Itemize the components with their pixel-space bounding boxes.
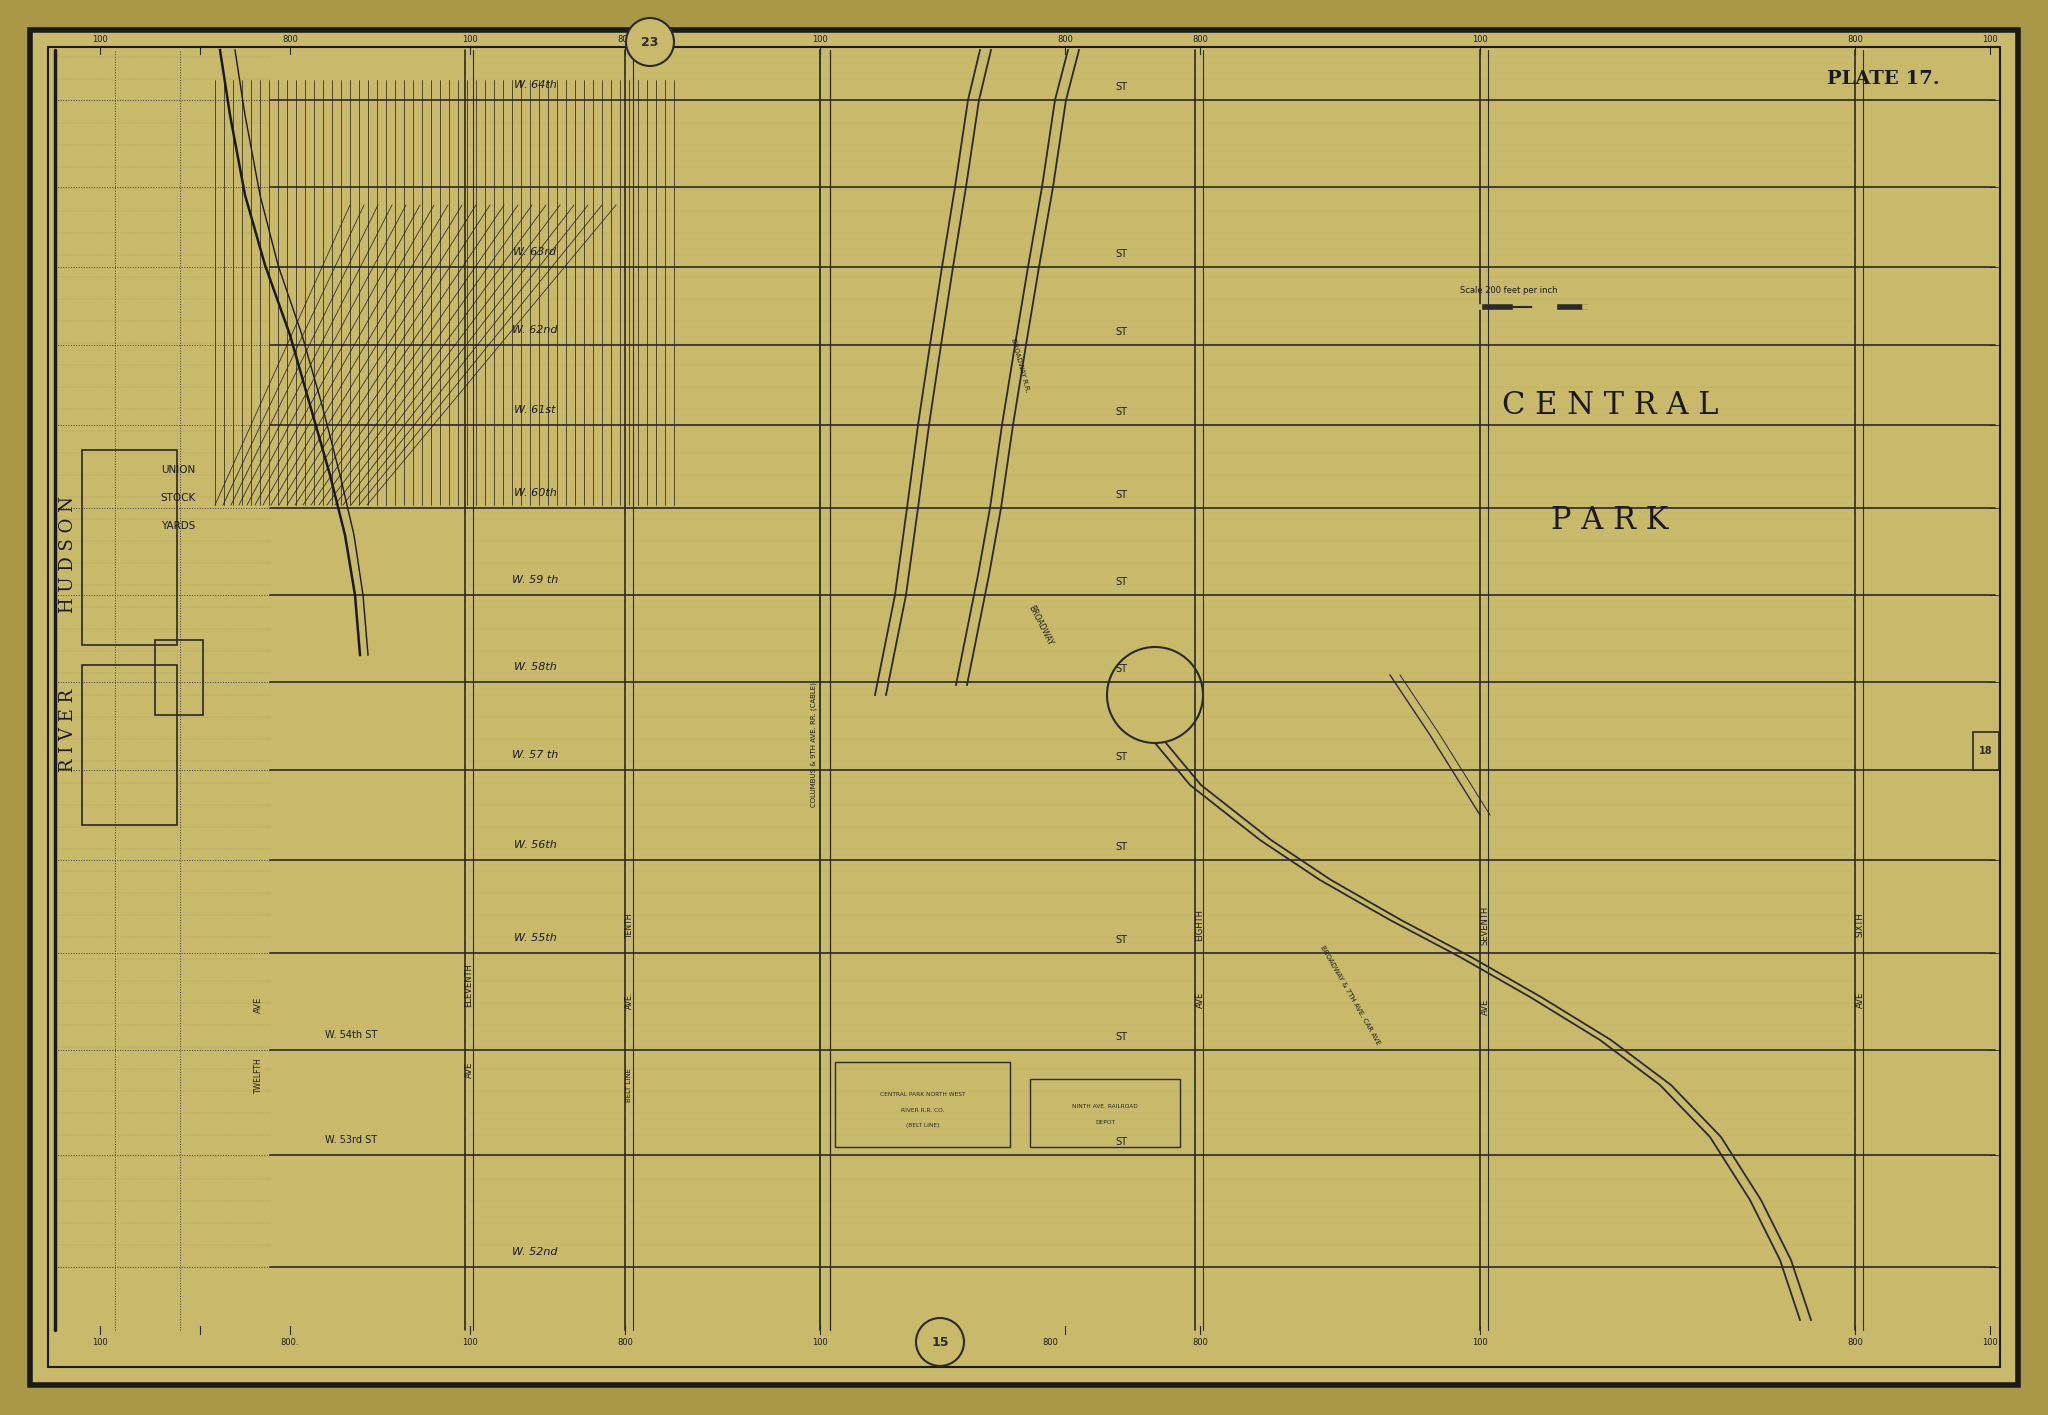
Text: 800: 800 <box>616 1339 633 1347</box>
Text: SIXTH: SIXTH <box>1855 913 1864 937</box>
Bar <box>1030 1080 1180 1148</box>
Text: ST: ST <box>1114 1032 1126 1041</box>
Text: 100: 100 <box>92 1339 109 1347</box>
Text: 100: 100 <box>1982 35 1999 44</box>
Text: STOCK: STOCK <box>160 492 197 502</box>
Text: CENTRAL PARK NORTH WEST: CENTRAL PARK NORTH WEST <box>881 1092 967 1098</box>
Text: W. 63rd: W. 63rd <box>514 248 557 258</box>
Text: W. 56th: W. 56th <box>514 841 557 850</box>
Bar <box>836 1063 1010 1148</box>
Bar <box>82 665 176 825</box>
Text: 100: 100 <box>463 35 477 44</box>
Text: RIVER R.R. CO.: RIVER R.R. CO. <box>901 1108 944 1112</box>
Text: AVE: AVE <box>1855 992 1864 1007</box>
Text: W. 60th: W. 60th <box>514 488 557 498</box>
Text: 18: 18 <box>1978 746 1993 756</box>
Text: AVE: AVE <box>465 1061 473 1078</box>
Text: ELEVENTH: ELEVENTH <box>465 964 473 1007</box>
Text: C E N T R A L: C E N T R A L <box>1501 389 1718 420</box>
Circle shape <box>627 18 674 67</box>
Text: 100: 100 <box>1982 1339 1999 1347</box>
Text: UNION: UNION <box>162 466 195 475</box>
Text: SEVENTH: SEVENTH <box>1481 906 1489 945</box>
Text: H U D S O N: H U D S O N <box>59 497 78 614</box>
Text: 800.: 800. <box>281 1339 299 1347</box>
Text: BROADWAY R.R.: BROADWAY R.R. <box>1010 337 1030 392</box>
Text: ST: ST <box>1114 249 1126 259</box>
Text: (BELT LINE): (BELT LINE) <box>907 1122 940 1128</box>
Text: COLUMBUS & 9TH AVE. RR. (CABLE): COLUMBUS & 9TH AVE. RR. (CABLE) <box>811 682 817 808</box>
Text: W. 52nd: W. 52nd <box>512 1247 557 1257</box>
Text: ST: ST <box>1114 842 1126 852</box>
Text: PLATE 17.: PLATE 17. <box>1827 69 1939 88</box>
Text: AVE: AVE <box>1196 992 1204 1007</box>
Text: 800: 800 <box>283 35 297 44</box>
Text: AVE: AVE <box>254 998 262 1013</box>
Text: 800: 800 <box>1192 35 1208 44</box>
Text: 100: 100 <box>813 35 827 44</box>
Text: 15: 15 <box>932 1336 948 1348</box>
Text: 800: 800 <box>1847 35 1864 44</box>
Text: 100: 100 <box>463 1339 477 1347</box>
Text: W. 54th ST: W. 54th ST <box>326 1030 377 1040</box>
Text: W. 64th: W. 64th <box>514 81 557 91</box>
Text: NINTH AVE. RAILROAD: NINTH AVE. RAILROAD <box>1071 1105 1139 1109</box>
Bar <box>156 640 203 715</box>
Text: 100: 100 <box>1473 35 1489 44</box>
Text: 23: 23 <box>641 35 659 48</box>
Text: ST: ST <box>1114 751 1126 763</box>
Text: W. 53rd ST: W. 53rd ST <box>326 1135 377 1145</box>
Text: 100: 100 <box>92 35 109 44</box>
Text: BROADWAY & 7TH AVE. CAR AVE: BROADWAY & 7TH AVE. CAR AVE <box>1319 944 1380 1046</box>
Text: W. 59 th: W. 59 th <box>512 574 559 584</box>
Text: TWELFTH: TWELFTH <box>254 1057 262 1092</box>
Text: ST: ST <box>1114 327 1126 337</box>
Circle shape <box>915 1317 965 1365</box>
Text: EIGHTH: EIGHTH <box>1196 908 1204 941</box>
Text: TENTH: TENTH <box>625 913 633 938</box>
Text: ST: ST <box>1114 408 1126 417</box>
Text: ST: ST <box>1114 664 1126 674</box>
Text: ST: ST <box>1114 577 1126 587</box>
Text: W. 57 th: W. 57 th <box>512 750 559 760</box>
Text: 100: 100 <box>813 1339 827 1347</box>
Text: W. 61st: W. 61st <box>514 405 555 415</box>
Text: R I V E R: R I V E R <box>59 689 78 771</box>
Text: BELT LINE: BELT LINE <box>627 1068 633 1102</box>
Text: AVE.: AVE. <box>625 992 633 1009</box>
Text: Scale 200 feet per inch: Scale 200 feet per inch <box>1460 286 1556 294</box>
Text: BROADWAY: BROADWAY <box>1026 603 1055 647</box>
Text: 800: 800 <box>616 35 633 44</box>
Text: ST: ST <box>1114 1138 1126 1148</box>
Text: W. 58th: W. 58th <box>514 662 557 672</box>
Text: W. 62nd: W. 62nd <box>512 325 557 335</box>
Text: 800: 800 <box>1847 1339 1864 1347</box>
Text: ST: ST <box>1114 82 1126 92</box>
Text: P A R K: P A R K <box>1550 505 1669 535</box>
Text: YARDS: YARDS <box>162 521 195 531</box>
Bar <box>1972 732 1999 770</box>
Text: ST: ST <box>1114 935 1126 945</box>
Bar <box>82 450 176 645</box>
Text: ST: ST <box>1114 490 1126 499</box>
Text: 800: 800 <box>1042 1339 1059 1347</box>
Text: DEPOT: DEPOT <box>1096 1121 1114 1125</box>
Text: 800: 800 <box>1057 35 1073 44</box>
Text: W. 55th: W. 55th <box>514 932 557 942</box>
Text: AVE: AVE <box>1481 999 1489 1015</box>
Text: 100: 100 <box>1473 1339 1489 1347</box>
Text: 800: 800 <box>1192 1339 1208 1347</box>
